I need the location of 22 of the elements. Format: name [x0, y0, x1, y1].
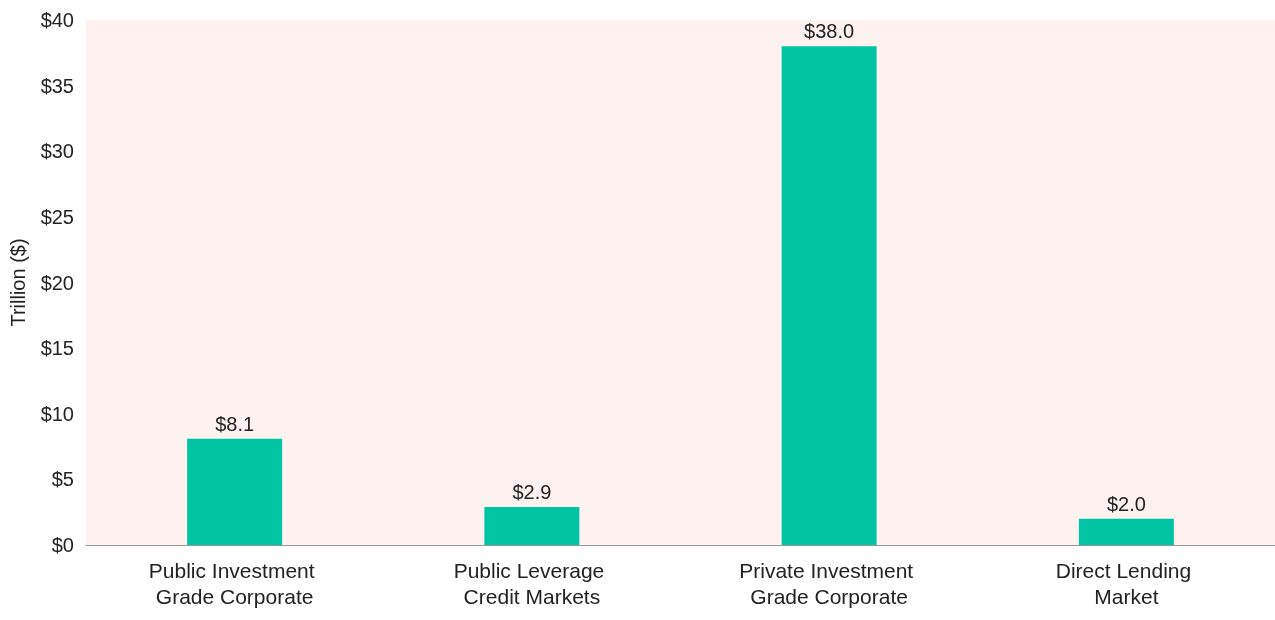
y-axis-title: Trillion ($) — [7, 238, 29, 327]
bar — [1078, 518, 1174, 545]
x-tick-label: Public Leverage Credit Markets — [453, 558, 611, 608]
bar — [187, 438, 283, 545]
x-tick-label: Direct Lending Market — [1055, 558, 1197, 608]
y-tick-label: $30 — [40, 140, 74, 163]
data-label: $38.0 — [804, 20, 855, 43]
y-tick-label: $10 — [40, 402, 74, 425]
y-tick-label: $25 — [40, 205, 74, 228]
y-tick-label: $40 — [40, 9, 74, 31]
bar — [781, 46, 877, 545]
y-tick-label: $20 — [40, 271, 74, 294]
y-tick-label: $0 — [51, 534, 74, 556]
data-label: $8.1 — [215, 412, 255, 435]
data-label: $2.9 — [512, 480, 552, 503]
bar — [484, 506, 580, 545]
data-label: $2.0 — [1106, 492, 1146, 515]
y-tick-label: $35 — [40, 74, 74, 97]
y-tick-label: $5 — [51, 468, 74, 491]
y-tick-label: $15 — [40, 337, 74, 360]
x-tick-label: Private Investment Grade Corporate — [739, 558, 919, 608]
x-tick-label: Public Investment Grade Corporate — [148, 558, 321, 608]
